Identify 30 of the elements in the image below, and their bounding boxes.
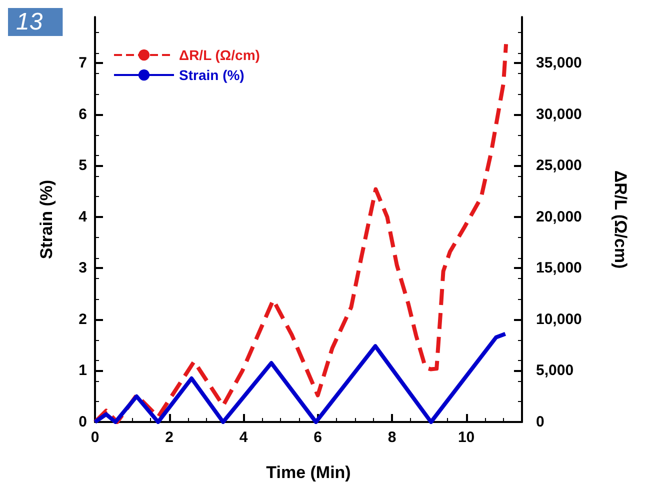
y2-tick-label: 15,000 (536, 260, 582, 277)
y-tick-label: 1 (78, 362, 87, 380)
y2-tick-label: 30,000 (536, 106, 582, 123)
y2-axis-title: ΔR/L (Ω/cm) (611, 170, 630, 269)
x-tick-label: 8 (388, 429, 396, 446)
y-axis-title: Strain (%) (37, 180, 56, 260)
x-tick-label: 6 (314, 429, 322, 446)
legend-label: ΔR/L (Ω/cm) (179, 47, 260, 63)
y-tick-label: 6 (78, 106, 87, 123)
line-series (93, 332, 508, 424)
x-axis-title: Time (Min) (266, 463, 351, 482)
y2-tick-label: 10,000 (536, 310, 582, 328)
legend-label: Strain (%) (179, 67, 244, 83)
x-tick-label: 2 (165, 429, 174, 446)
y2-tick-label: 20,000 (536, 208, 582, 226)
text: 13 (16, 8, 44, 36)
y2-tick-label: 25,000 (536, 157, 582, 174)
x-tick-label: 10 (458, 429, 475, 446)
y-tick-label: 2 (78, 310, 87, 328)
y-tick-label: 0 (78, 414, 87, 430)
y-tick-label: 4 (78, 208, 88, 226)
line-series (93, 42, 508, 424)
y2-tick-label: 35,000 (536, 54, 582, 72)
x-tick-label: 0 (90, 429, 100, 446)
y-tick-label: 7 (78, 54, 87, 72)
y-tick-label: 3 (78, 260, 87, 277)
y2-tick-label: 5,000 (536, 362, 574, 380)
x-tick-label: 4 (239, 429, 248, 446)
y-tick-label: 5 (78, 157, 87, 174)
y2-tick-label: 0 (536, 414, 544, 430)
